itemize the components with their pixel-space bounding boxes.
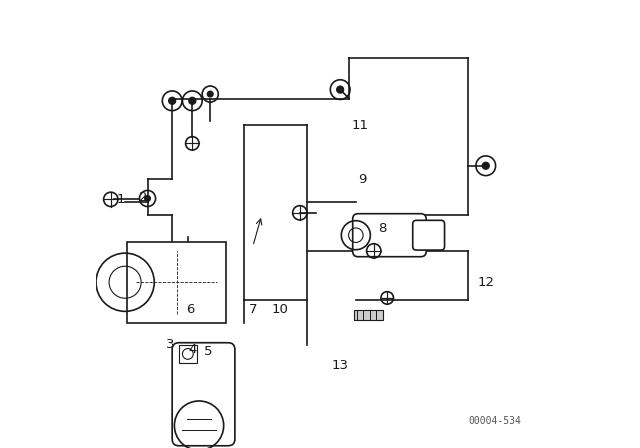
Circle shape <box>189 97 196 104</box>
FancyBboxPatch shape <box>353 310 383 320</box>
Text: 8: 8 <box>378 222 387 235</box>
FancyBboxPatch shape <box>179 345 197 363</box>
Circle shape <box>483 162 489 169</box>
Text: 7: 7 <box>248 302 257 316</box>
FancyBboxPatch shape <box>353 214 426 257</box>
Text: 9: 9 <box>358 172 367 186</box>
Circle shape <box>145 196 150 201</box>
Text: 4: 4 <box>188 343 196 356</box>
Text: 3: 3 <box>166 338 174 352</box>
Text: 10: 10 <box>271 302 288 316</box>
Text: 5: 5 <box>204 345 212 358</box>
Text: 00004-534: 00004-534 <box>468 416 521 426</box>
FancyBboxPatch shape <box>413 220 445 250</box>
Text: 13: 13 <box>332 358 349 372</box>
Circle shape <box>337 86 344 93</box>
Text: 11: 11 <box>352 119 369 132</box>
Circle shape <box>169 97 175 104</box>
Text: 6: 6 <box>186 302 195 316</box>
Text: 12: 12 <box>477 276 494 289</box>
FancyBboxPatch shape <box>127 242 226 323</box>
Text: 1: 1 <box>116 193 125 206</box>
FancyBboxPatch shape <box>172 343 235 446</box>
Text: 2: 2 <box>139 190 147 204</box>
Circle shape <box>207 91 213 97</box>
